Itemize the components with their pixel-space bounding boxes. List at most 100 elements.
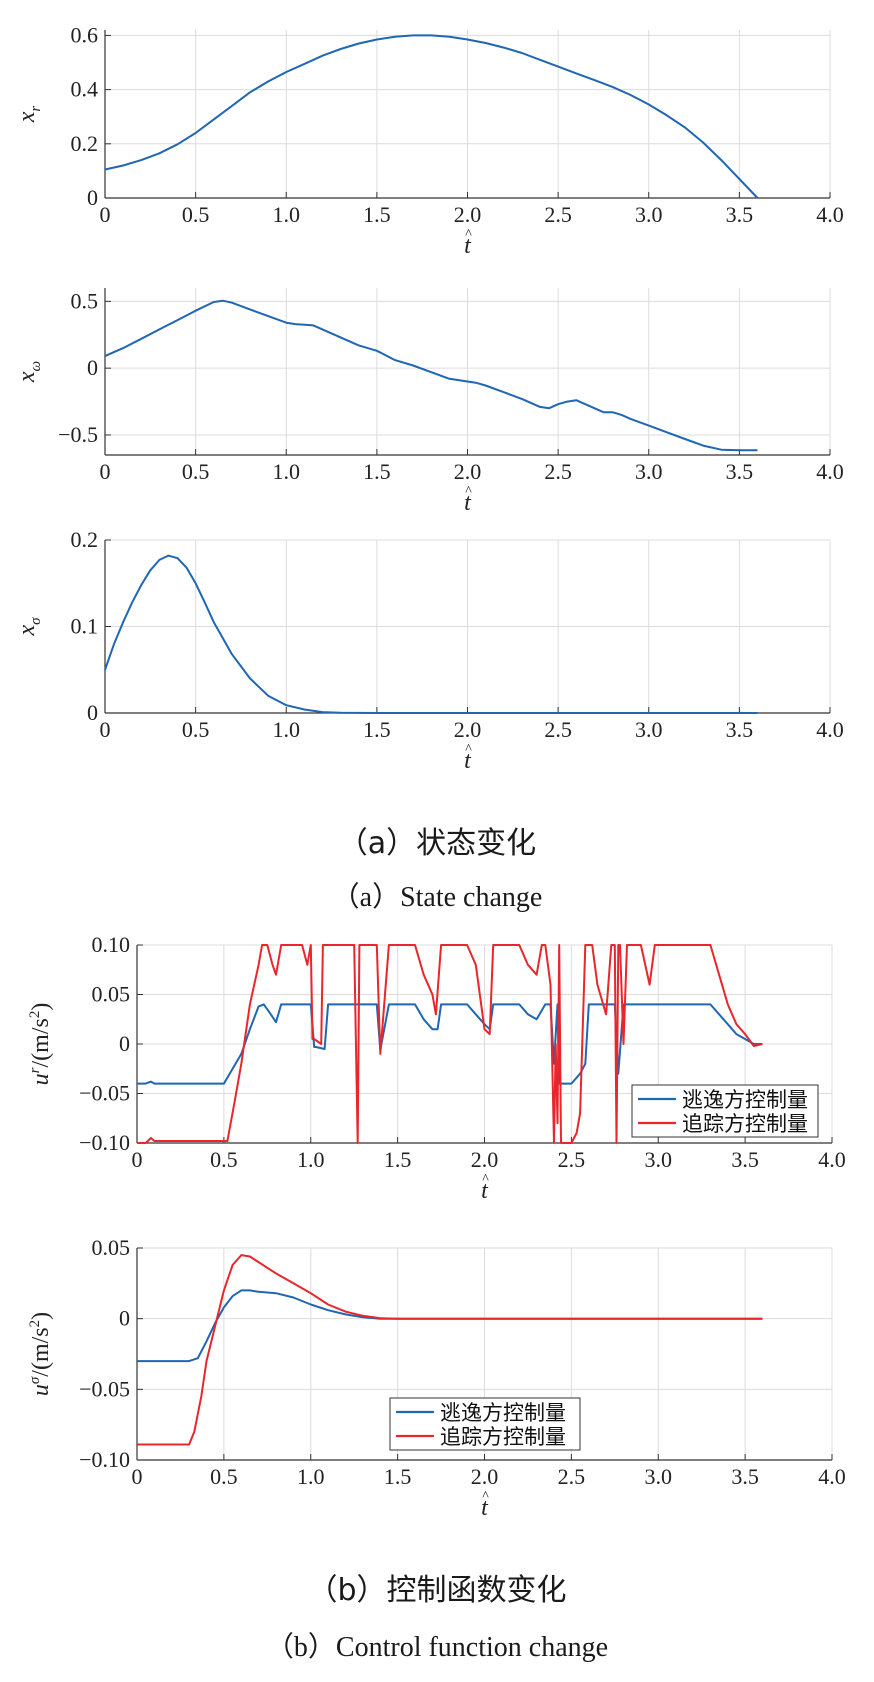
x-axis-label-t: t	[464, 490, 472, 516]
y-tick-label: 0.10	[92, 932, 131, 957]
x-tick-label: 1.5	[384, 1464, 412, 1489]
y-axis-label: xω	[14, 361, 44, 383]
x-tick-label: 1.5	[363, 202, 391, 227]
x-tick-label: 2.0	[471, 1464, 499, 1489]
y-axis-label: xr	[14, 106, 44, 124]
x-tick-label: 2.5	[558, 1464, 586, 1489]
x-tick-label: 1.0	[297, 1147, 325, 1172]
x-tick-label: 0.5	[210, 1147, 238, 1172]
x-axis-label: t^	[481, 1172, 489, 1204]
x-tick-label: 0	[100, 459, 111, 484]
caption-a-zh: （a）状态变化	[337, 826, 537, 861]
series-line-xs-0	[104, 554, 758, 714]
x-tick-label: 1.5	[363, 717, 391, 742]
series-line-xr-0	[104, 34, 759, 199]
x-tick-label: 3.0	[645, 1147, 673, 1172]
series-line-us-0	[137, 1289, 763, 1363]
chart-xw: 0 0.5 1.0 1.5 2.0 2.5 3.0 3.5 4.0−0.500.5t^xω	[14, 288, 844, 516]
x-axis-label-hat: ^	[482, 1172, 489, 1187]
legend-entry: 追踪方控制量	[682, 1112, 808, 1136]
x-axis-label-t: t	[464, 748, 472, 774]
x-tick-label: 0	[132, 1147, 143, 1172]
x-tick-label: 4.0	[816, 459, 844, 484]
y-tick-label: 0.05	[92, 982, 131, 1007]
chart-xr: 0 0.5 1.0 1.5 2.0 2.5 3.0 3.5 4.0 0 0.2 0.4 0.6 t^ xr	[14, 22, 844, 259]
x-tick-label: 1.0	[273, 459, 301, 484]
legend-entry: 逃逸方控制量	[440, 1401, 566, 1425]
x-tick-label: 4.0	[818, 1147, 846, 1172]
y-tick-label: 0.2	[71, 131, 99, 156]
x-tick-label: 3.5	[731, 1147, 759, 1172]
caption-b-zh: （b）控制函数变化	[307, 1573, 567, 1608]
y-tick-label: 0	[119, 1031, 130, 1056]
x-tick-label: 3.0	[635, 717, 663, 742]
x-tick-label: 3.5	[726, 717, 754, 742]
x-tick-label: 0.5	[210, 1464, 238, 1489]
x-tick-label: 0	[100, 202, 111, 227]
legend-entry: 追踪方控制量	[440, 1425, 566, 1449]
x-tick-label: 2.5	[558, 1147, 586, 1172]
y-axis-label: uσ/(m/s2)	[27, 1312, 54, 1396]
x-axis-label: t^	[481, 1489, 489, 1521]
x-tick-label: 2.5	[544, 717, 572, 742]
chart-ur: 0 0.5 1.0 1.5 2.0 2.5 3.0 3.5 4.0 −0.10 −0.05 0 0.05…	[27, 932, 846, 1204]
y-tick-label: 0.05	[92, 1235, 131, 1260]
y-tick-label: 0	[87, 355, 98, 380]
x-tick-label: 3.5	[726, 459, 754, 484]
x-tick-label: 4.0	[818, 1464, 846, 1489]
series-line-ur-0	[137, 1003, 763, 1085]
chart-xs: 0 0.5 1.0 1.5 2.0 2.5 3.0 3.5 4.0 0 0.1 0.2 t^ xσ	[14, 527, 844, 774]
x-axis-label: t^	[464, 227, 472, 259]
x-tick-label: 2.5	[544, 202, 572, 227]
x-tick-label: 2.0	[454, 459, 482, 484]
x-tick-label: 2.0	[454, 717, 482, 742]
x-tick-label: 4.0	[816, 717, 844, 742]
x-tick-label: 1.0	[273, 202, 301, 227]
x-axis-label-t: t	[481, 1178, 489, 1204]
x-tick-label: 1.5	[384, 1147, 412, 1172]
y-axis-label: xσ	[14, 617, 44, 637]
y-tick-label: −0.05	[79, 1376, 130, 1401]
y-tick-label: −0.10	[79, 1130, 130, 1155]
x-axis-label-t: t	[481, 1495, 489, 1521]
x-tick-label: 3.5	[731, 1464, 759, 1489]
y-axis-label: ur/(m/s2)	[27, 1003, 54, 1086]
x-tick-label: 1.0	[297, 1464, 325, 1489]
y-tick-label: 0.5	[71, 288, 99, 313]
x-tick-label: 4.0	[816, 202, 844, 227]
x-tick-label: 3.0	[645, 1464, 673, 1489]
caption-a-en: （a）State change	[331, 882, 543, 913]
x-tick-label: 0	[100, 717, 111, 742]
y-tick-label: −0.05	[79, 1081, 130, 1106]
x-tick-label: 1.5	[363, 459, 391, 484]
x-tick-label: 3.0	[635, 459, 663, 484]
x-tick-label: 1.0	[273, 717, 301, 742]
legend-box	[389, 1397, 581, 1451]
x-tick-label: 3.0	[635, 202, 663, 227]
x-tick-label: 2.0	[454, 202, 482, 227]
x-tick-label: 2.0	[471, 1147, 499, 1172]
legend-entry: 逃逸方控制量	[682, 1088, 808, 1112]
y-tick-label: −0.5	[58, 422, 98, 447]
y-tick-label: 0	[119, 1306, 130, 1331]
x-tick-label: 0.5	[182, 717, 210, 742]
y-tick-label: 0.6	[71, 22, 99, 47]
x-axis-label-t: t	[464, 233, 472, 259]
series-line-xw-0	[104, 299, 758, 452]
y-tick-label: −0.10	[79, 1447, 130, 1472]
x-tick-label: 3.5	[726, 202, 754, 227]
legend-box	[631, 1084, 819, 1138]
chart-us: 0 0.5 1.0 1.5 2.0 2.5 3.0 3.5 4.0 −0.10 −0.05 0 0.05…	[27, 1235, 846, 1521]
x-axis-label-hat: ^	[465, 484, 472, 499]
x-axis-label-hat: ^	[465, 742, 472, 757]
x-axis-label: t^	[464, 742, 472, 774]
series-line-ur-1	[137, 944, 763, 1144]
y-tick-label: 0.2	[71, 527, 99, 552]
x-tick-label: 0.5	[182, 459, 210, 484]
y-tick-label: 0.4	[71, 77, 99, 102]
x-axis-label: t^	[464, 484, 472, 516]
x-axis-label-hat: ^	[465, 227, 472, 242]
